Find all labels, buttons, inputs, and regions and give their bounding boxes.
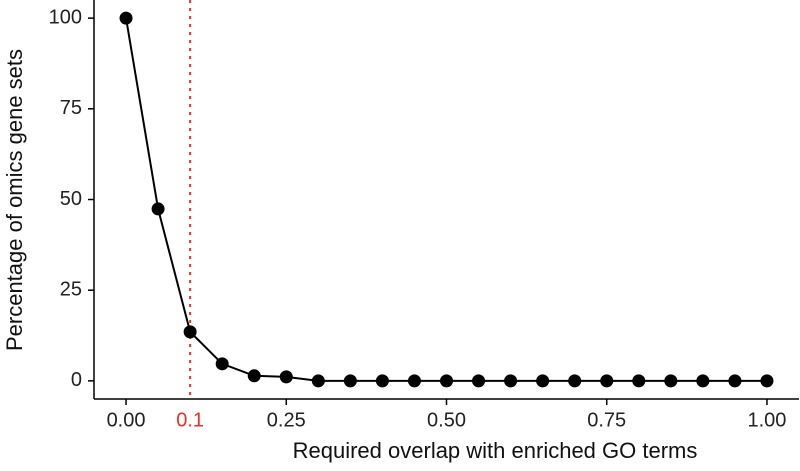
point <box>215 357 229 371</box>
point <box>600 374 614 388</box>
point <box>728 374 742 388</box>
point <box>664 374 678 388</box>
point <box>407 374 421 388</box>
point <box>343 374 357 388</box>
point <box>151 202 165 216</box>
reference-label: 0.1 <box>176 409 204 431</box>
y-tick-label: 25 <box>60 278 82 300</box>
x-tick-label: 0.50 <box>427 409 466 431</box>
point <box>247 369 261 383</box>
point <box>440 374 453 388</box>
point <box>279 370 293 384</box>
line <box>125 17 767 382</box>
point <box>760 374 774 388</box>
point <box>472 374 486 388</box>
y-tick-label: 75 <box>60 97 82 119</box>
point <box>504 374 518 388</box>
x-tick-label: 0.00 <box>107 409 146 431</box>
x-axis-title: Required overlap with enriched GO terms <box>293 438 698 463</box>
y-tick-label: 0 <box>71 369 82 391</box>
x-tick-label: 0.75 <box>587 409 626 431</box>
point <box>568 374 582 388</box>
x-tick-label: 1.00 <box>747 409 786 431</box>
point <box>183 325 197 339</box>
y-tick-label: 100 <box>49 6 82 28</box>
point <box>632 374 646 388</box>
x-tick-label: 0.25 <box>267 409 306 431</box>
point <box>375 374 389 388</box>
y-tick-label: 50 <box>60 188 82 210</box>
point <box>119 11 133 25</box>
point <box>696 374 710 388</box>
point <box>311 374 325 388</box>
y-axis-title: Percentage of omics gene sets <box>2 49 27 351</box>
point <box>536 374 550 388</box>
